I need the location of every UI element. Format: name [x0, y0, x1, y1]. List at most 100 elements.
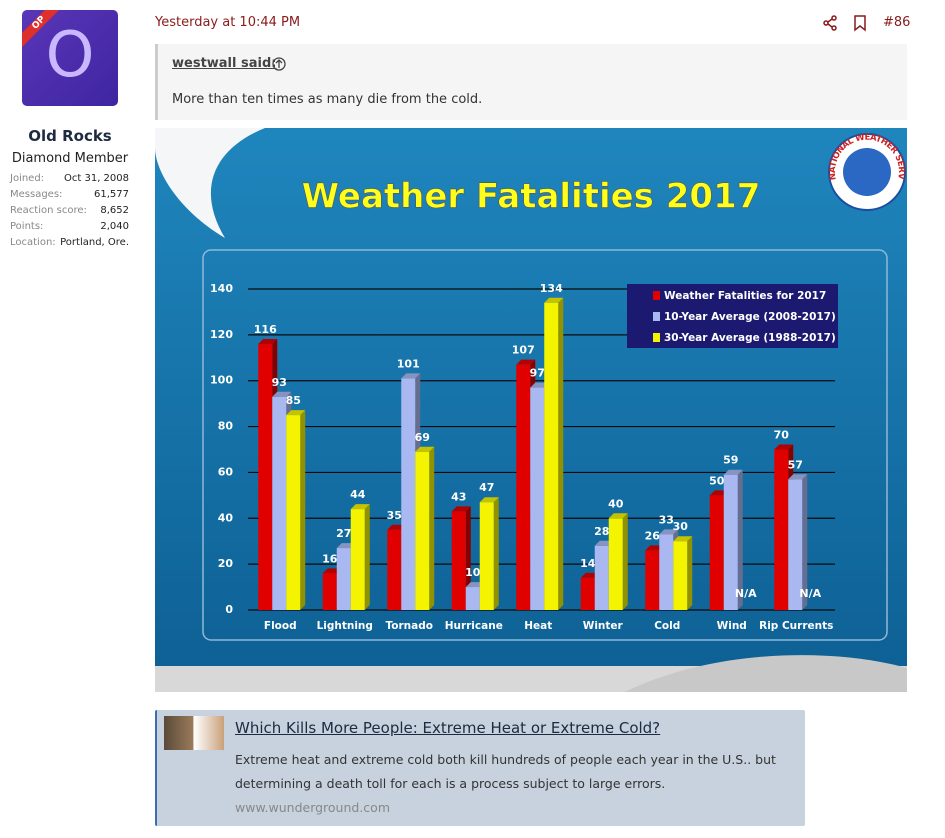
quote-author[interactable]: westwall said: [172, 56, 277, 71]
footer-swoosh [625, 655, 907, 692]
bar-side [364, 504, 370, 610]
value-label: 93 [272, 376, 287, 389]
bar-top [673, 536, 693, 542]
bar-top [516, 359, 536, 365]
bar-side [687, 536, 693, 610]
bar-top [774, 444, 794, 450]
value-label: 134 [540, 282, 563, 295]
bar-top [286, 410, 306, 416]
value-label: 28 [594, 525, 609, 538]
bar-side [737, 469, 743, 610]
bookmark-icon[interactable] [854, 15, 866, 32]
stat-row: Points: 2,040 [10, 221, 129, 232]
bar [415, 451, 430, 610]
y-tick-label: 100 [210, 374, 233, 387]
swoosh [155, 128, 265, 238]
bar-top [401, 373, 421, 379]
value-label: 27 [336, 527, 351, 540]
stat-value: Portland, Ore. [60, 237, 129, 248]
bar-top [479, 497, 499, 503]
stat-value: 61,577 [94, 189, 129, 200]
user-name[interactable]: Old Rocks [28, 127, 112, 145]
post-actions [823, 15, 866, 32]
bar [479, 502, 494, 610]
legend-label: 30-Year Average (1988-2017) [664, 332, 836, 344]
post-time[interactable]: Yesterday at 10:44 PM [155, 15, 301, 30]
bar [788, 479, 803, 610]
link-preview[interactable]: Which Kills More People: Extreme Heat or… [155, 710, 805, 826]
bar-side [429, 446, 435, 610]
bar [465, 587, 480, 610]
bar [580, 577, 595, 610]
bar [286, 415, 301, 610]
bar-top [608, 513, 628, 519]
x-tick-label: Tornado [386, 620, 433, 632]
legend-label: Weather Fatalities for 2017 [664, 290, 826, 302]
x-tick-label: Lightning [317, 620, 373, 632]
bar [530, 387, 545, 610]
share-icon[interactable] [823, 15, 837, 31]
bar-top [544, 297, 564, 303]
x-tick-label: Heat [524, 620, 552, 632]
value-label: 50 [709, 474, 725, 487]
x-tick-label: Hurricane [445, 620, 503, 632]
bar-top [415, 446, 435, 452]
bar [401, 378, 416, 610]
legend-box [627, 284, 838, 348]
value-label: 40 [608, 497, 624, 510]
quote-jump-icon[interactable] [272, 56, 288, 72]
value-label: 14 [580, 557, 596, 570]
bar [673, 541, 688, 610]
quote-text: More than ten times as many die from the… [172, 92, 483, 107]
bar-top [272, 391, 292, 397]
bar [322, 573, 337, 610]
value-label: 59 [723, 454, 738, 467]
stat-label: Messages: [10, 189, 63, 200]
bar [451, 511, 466, 610]
legend-swatch [653, 291, 660, 300]
bar [774, 449, 789, 610]
value-label: 43 [451, 490, 466, 503]
bar-side [300, 410, 306, 610]
value-label: 16 [322, 552, 338, 565]
bar [659, 534, 674, 610]
x-tick-label: Wind [717, 620, 747, 632]
avatar[interactable]: O OP [22, 10, 118, 106]
y-tick-label: 80 [218, 420, 234, 433]
bar-top [258, 339, 278, 345]
y-tick-label: 60 [218, 465, 234, 478]
value-label: 30 [673, 520, 689, 533]
bar [516, 364, 531, 610]
bar [608, 518, 623, 610]
x-tick-label: Cold [654, 620, 680, 632]
user-title: Diamond Member [11, 151, 129, 166]
quote-box: westwall said: More than ten times as ma… [155, 44, 907, 120]
y-tick-label: 140 [210, 282, 233, 295]
post-number[interactable]: #86 [883, 15, 911, 30]
stat-value: 2,040 [100, 221, 129, 232]
bar [594, 545, 609, 610]
logo-inner [843, 148, 891, 196]
value-label: 33 [659, 513, 674, 526]
preview-title[interactable]: Which Kills More People: Extreme Heat or… [235, 719, 661, 737]
preview-description: Extreme heat and extreme cold both kill … [235, 748, 776, 796]
value-label: 85 [286, 394, 301, 407]
chart: NATIONAL WEATHER SERVICE Weather Fatalit… [155, 128, 907, 692]
description-line: determining a death toll for each is a p… [235, 776, 666, 791]
x-tick-label: Flood [264, 620, 297, 632]
bar-side [802, 474, 808, 610]
bar [336, 548, 351, 610]
value-label: 57 [788, 458, 803, 471]
stat-label: Reaction score: [10, 205, 87, 216]
bar [723, 474, 738, 610]
bar-side [493, 497, 499, 610]
x-tick-label: Winter [583, 620, 624, 632]
preview-thumbnail [164, 716, 224, 750]
value-label: 97 [530, 367, 545, 380]
stat-row: Location: Portland, Ore. [10, 237, 129, 248]
bar-top [451, 506, 471, 512]
bar [645, 550, 660, 610]
stat-row: Joined: Oct 31, 2008 [10, 173, 129, 184]
stat-row: Messages: 61,577 [10, 189, 129, 200]
